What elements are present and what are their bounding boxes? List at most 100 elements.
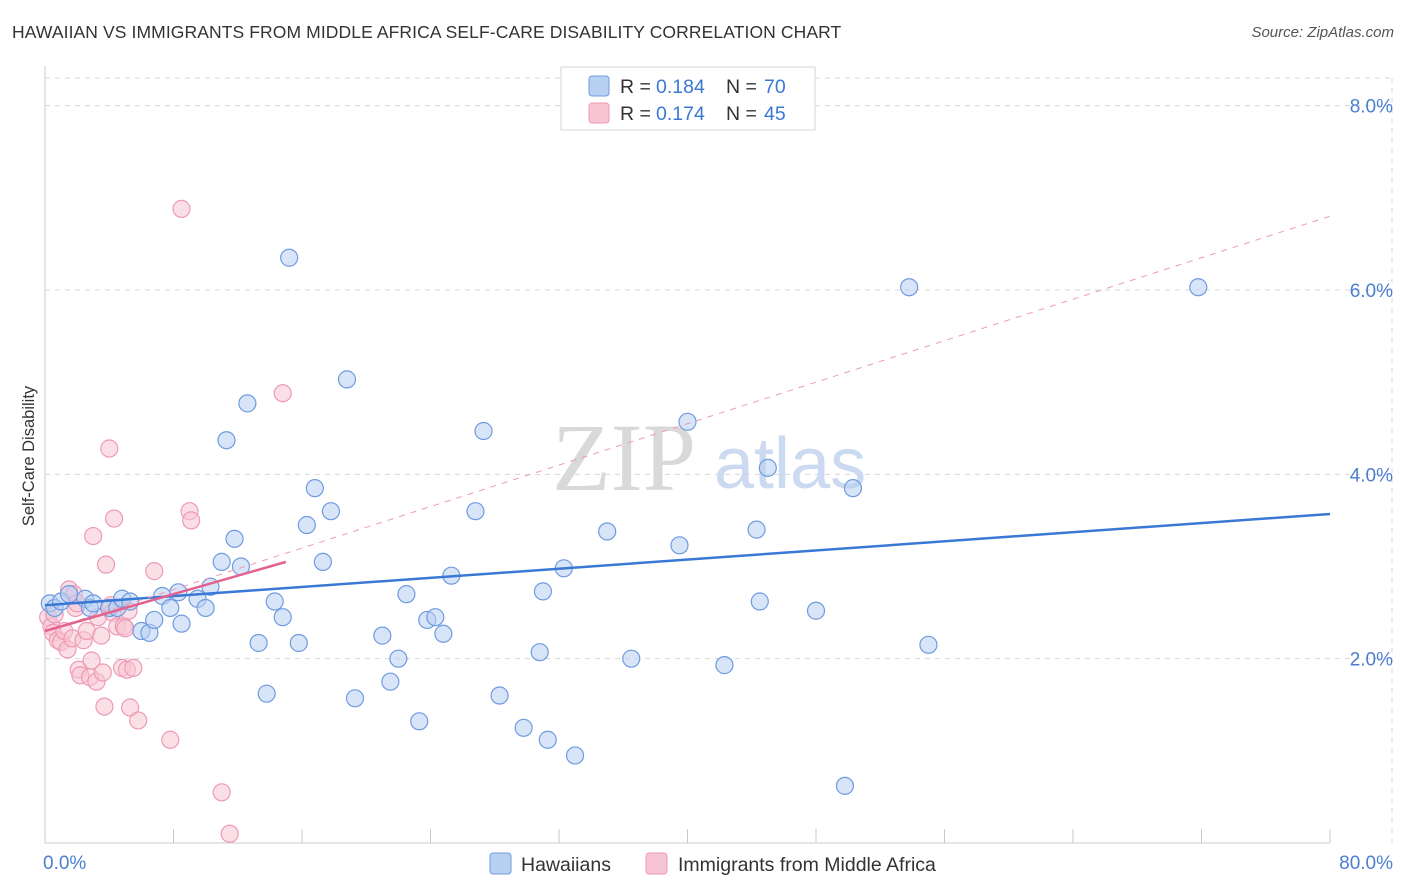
data-point-immigrants (172, 199, 191, 218)
data-point-hawaiians (345, 689, 365, 708)
data-point-immigrants (96, 555, 116, 574)
watermark-zip: ZIP (552, 404, 696, 511)
legend-n-value-hawaiians: 70 (764, 76, 786, 98)
data-point-hawaiians (843, 479, 863, 498)
trend-line-hawaiians (44, 512, 1331, 607)
data-point-hawaiians (337, 370, 357, 389)
data-point-hawaiians (750, 592, 769, 611)
y-axis-tick-labels: 2.0% 4.0% 6.0% 8.0% (1350, 97, 1393, 671)
data-point-hawaiians (514, 718, 533, 737)
data-point-hawaiians (238, 394, 257, 413)
data-point-immigrants (104, 509, 124, 528)
data-point-immigrants (182, 511, 201, 530)
series-immigrants-middle-africa-points (39, 199, 292, 843)
data-point-immigrants (124, 658, 143, 677)
data-point-immigrants (116, 619, 135, 638)
series-hawaiians-points (40, 248, 1208, 795)
data-point-hawaiians (265, 592, 284, 611)
data-point-hawaiians (305, 479, 324, 498)
data-point-immigrants (100, 439, 119, 458)
data-point-hawaiians (598, 522, 617, 541)
data-point-hawaiians (474, 421, 493, 441)
data-point-hawaiians (373, 626, 392, 645)
legend-r-value-hawaiians: 0.184 (656, 76, 705, 98)
data-point-hawaiians (212, 552, 231, 571)
data-point-hawaiians (715, 656, 734, 675)
data-point-hawaiians (381, 672, 400, 691)
data-point-hawaiians (161, 598, 180, 618)
data-point-hawaiians (172, 614, 191, 633)
legend-r-label-immigrants: R = (620, 103, 651, 125)
chart-title: HAWAIIAN VS IMMIGRANTS FROM MIDDLE AFRIC… (12, 22, 842, 42)
y-tick-label: 4.0% (1350, 465, 1393, 486)
data-point-hawaiians (389, 649, 408, 668)
x-tick-label-min: 0.0% (43, 853, 86, 874)
data-point-hawaiians (835, 776, 855, 795)
watermark-atlas: atlas (714, 424, 866, 504)
y-tick-label: 6.0% (1350, 281, 1393, 302)
data-point-hawaiians (297, 515, 316, 535)
legend-swatch-immigrants (588, 102, 610, 124)
data-point-hawaiians (678, 412, 697, 431)
data-point-hawaiians (257, 684, 276, 703)
bottom-legend-swatch-hawaiians (489, 852, 512, 875)
data-point-immigrants (212, 783, 231, 802)
data-point-hawaiians (747, 520, 766, 539)
watermark: ZIP atlas (552, 404, 866, 511)
data-point-hawaiians (434, 624, 453, 643)
data-point-hawaiians (225, 529, 244, 548)
data-point-hawaiians (410, 712, 429, 731)
data-point-immigrants (129, 711, 148, 730)
y-tick-label: 8.0% (1350, 97, 1393, 118)
stats-legend: R = 0.184 N = 70 R = 0.174 N = 45 (560, 66, 816, 131)
series-legend: Hawaiians Immigrants from Middle Africa (489, 852, 936, 876)
data-point-hawaiians (758, 458, 777, 477)
trend-line-immigrants-extended (44, 215, 1331, 632)
data-point-immigrants (220, 824, 239, 843)
legend-r-label-hawaiians: R = (620, 76, 651, 98)
data-point-hawaiians (426, 608, 445, 627)
legend-n-value-immigrants: 45 (764, 103, 786, 125)
trend-line-immigrants (44, 560, 287, 633)
data-point-hawaiians (196, 598, 215, 618)
data-point-hawaiians (490, 686, 509, 705)
data-point-hawaiians (321, 502, 341, 521)
y-axis-label: Self-Care Disability (20, 385, 38, 526)
trend-lines (44, 215, 1331, 633)
data-point-hawaiians (1189, 278, 1208, 297)
data-point-immigrants (84, 526, 103, 546)
x-axis-tick-labels: 0.0% 80.0% (43, 853, 1393, 874)
data-point-hawaiians (670, 536, 689, 555)
bottom-legend-label-immigrants: Immigrants from Middle Africa (678, 854, 936, 876)
data-point-hawaiians (806, 601, 826, 620)
data-point-hawaiians (900, 278, 919, 297)
data-point-hawaiians (273, 608, 292, 627)
data-point-immigrants (273, 384, 292, 403)
legend-n-label-immigrants: N = (726, 103, 757, 125)
data-point-immigrants (95, 697, 114, 716)
data-point-hawaiians (530, 643, 549, 662)
data-point-hawaiians (565, 746, 585, 765)
data-point-hawaiians (622, 649, 641, 668)
data-point-immigrants (121, 698, 140, 717)
data-point-hawaiians (217, 431, 236, 450)
data-point-immigrants (93, 663, 112, 682)
bottom-legend-swatch-immigrants (645, 852, 668, 875)
data-point-hawaiians (919, 635, 938, 654)
data-point-immigrants (161, 730, 180, 749)
data-point-immigrants (82, 651, 101, 670)
axes (44, 66, 1331, 844)
data-point-hawaiians (280, 248, 299, 267)
legend-swatch-hawaiians (588, 75, 610, 97)
data-point-hawaiians (533, 582, 553, 601)
data-point-hawaiians (249, 633, 268, 653)
chart-source: Source: ZipAtlas.com (1251, 24, 1394, 41)
y-tick-label: 2.0% (1350, 650, 1393, 671)
data-point-hawaiians (466, 502, 485, 521)
data-point-immigrants (92, 626, 111, 645)
legend-n-label-hawaiians: N = (726, 76, 757, 98)
legend-r-value-immigrants: 0.174 (656, 103, 705, 125)
bottom-legend-label-hawaiians: Hawaiians (521, 854, 611, 876)
data-point-hawaiians (538, 730, 557, 749)
